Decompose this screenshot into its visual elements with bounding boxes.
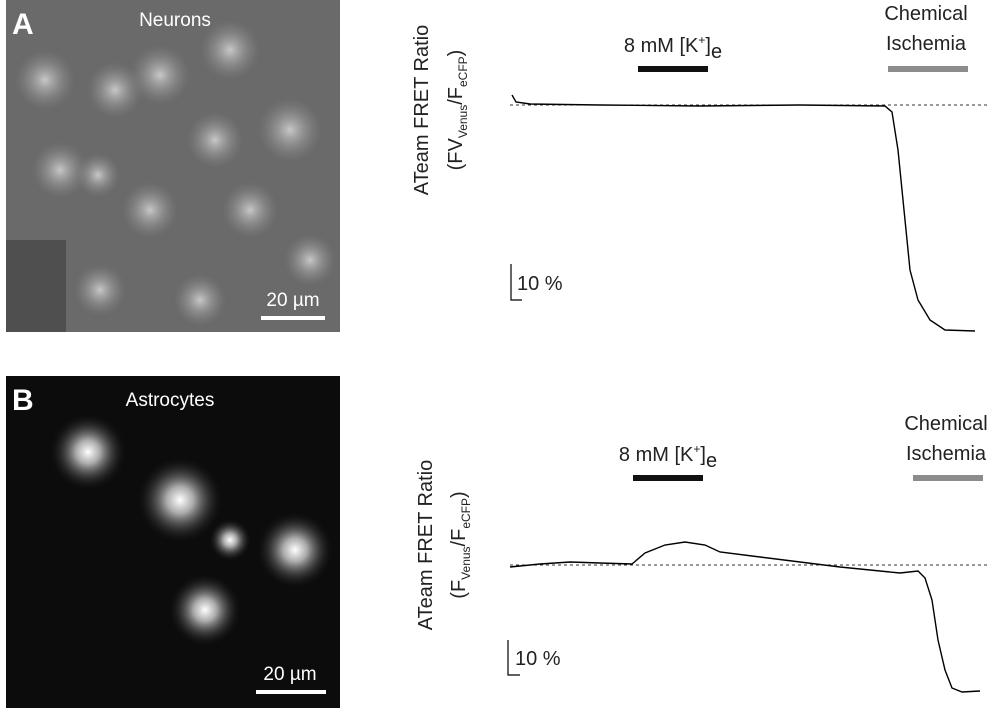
trace-b: ATeam FRET Ratio (FVenus/FeCFP) 8 mM [K+…: [415, 413, 990, 693]
superscript: +: [698, 33, 705, 47]
stimulus-bar: [633, 475, 703, 481]
subscript: Venus: [456, 105, 470, 138]
scale-label: 10 %: [517, 273, 563, 295]
ischemia-bar: [888, 66, 968, 72]
scale-bar-label: 20 µm: [266, 290, 319, 311]
text: ): [448, 491, 470, 498]
stimulus-label: 8 mM [K+]e: [624, 33, 722, 63]
panel-letter: B: [12, 384, 34, 417]
scale-bar-label: 20 µm: [263, 664, 316, 685]
text: 8 mM [K: [624, 35, 699, 57]
y-label-units: (FVVenus/FeCFP): [445, 50, 470, 171]
panel-letter: A: [12, 8, 34, 41]
text: ): [445, 50, 467, 57]
image-label: Astrocytes: [126, 390, 215, 411]
neurons-image: A Neurons 20 µm: [6, 0, 340, 332]
text: /F: [448, 529, 470, 547]
text: (F: [448, 580, 470, 599]
stimulus-bar: [638, 66, 708, 72]
y-label: ATeam FRET Ratio: [411, 25, 433, 195]
subscript: eCFP: [459, 498, 473, 529]
image-label: Neurons: [139, 10, 211, 31]
ischemia-label: Chemical: [884, 3, 967, 25]
trace: [511, 94, 976, 332]
text: (FV: [445, 137, 467, 170]
subscript: eCFP: [456, 56, 470, 87]
scale-label: 10 %: [515, 648, 561, 670]
scale-bar: [507, 640, 520, 676]
superscript: +: [693, 442, 700, 456]
scale-bar: [261, 316, 325, 320]
ischemia-bar: [913, 475, 983, 481]
ischemia-label: Ischemia: [886, 33, 967, 55]
ischemia-label: Chemical: [904, 413, 987, 435]
scale-bar: [256, 690, 326, 694]
text: ]: [700, 444, 706, 466]
subscript: Venus: [459, 546, 473, 579]
astrocytes-image: B Astrocytes 20 µm: [6, 376, 340, 708]
text: 8 mM [K: [619, 444, 694, 466]
subscript: e: [706, 450, 717, 472]
stimulus-label: 8 mM [K+]e: [619, 442, 717, 472]
ischemia-label: Ischemia: [906, 443, 987, 465]
scale-bar: [510, 264, 522, 301]
text: /F: [445, 87, 467, 105]
text: ]: [705, 35, 711, 57]
trace: [509, 541, 981, 693]
trace-a: ATeam FRET Ratio (FVVenus/FeCFP) 8 mM [K…: [411, 3, 990, 332]
y-label: ATeam FRET Ratio: [415, 460, 437, 630]
subscript: e: [711, 41, 722, 63]
y-label-units: (FVenus/FeCFP): [448, 491, 473, 598]
